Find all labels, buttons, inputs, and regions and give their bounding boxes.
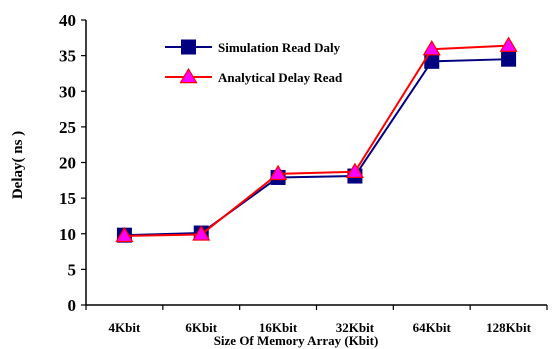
y-tick-label: 25 xyxy=(59,118,76,137)
y-tick-label: 15 xyxy=(59,189,76,208)
y-axis-title: Delay( ns ) xyxy=(10,131,26,199)
data-point-series-2 xyxy=(115,226,134,243)
data-point-series-2 xyxy=(269,164,288,181)
x-axis-title: Size Of Memory Array (Kbit) xyxy=(214,333,379,348)
legend-label: Analytical Delay Read xyxy=(218,70,343,85)
data-point-series-1 xyxy=(501,51,517,67)
x-tick-label: 32Kbit xyxy=(336,320,375,335)
legend-marker xyxy=(179,67,198,84)
data-point-series-2 xyxy=(499,36,518,52)
plot-area: 0 5 10 15 20 25 30 35 40 4Kbit 6Kbit 16Kbit 32Kbit 64… xyxy=(59,11,548,335)
legend-marker xyxy=(181,39,196,55)
data-point-series-2 xyxy=(192,225,211,241)
legend-label: Simulation Read Daly xyxy=(218,40,341,55)
y-tick-label: 35 xyxy=(59,47,76,66)
x-tick-label: 64Kbit xyxy=(413,320,452,335)
x-tick-label: 128Kbit xyxy=(486,320,531,335)
y-tick-label: 30 xyxy=(59,82,76,101)
x-tick-label: 6Kbit xyxy=(185,320,217,335)
data-point-series-2 xyxy=(422,40,441,56)
series-line-1 xyxy=(124,58,509,237)
x-tick-label: 16Kbit xyxy=(259,320,298,335)
data-point-series-2 xyxy=(345,162,364,178)
y-tick-label: 40 xyxy=(59,11,76,30)
y-tick-label: 0 xyxy=(68,296,77,315)
series-line-2 xyxy=(124,44,509,237)
y-tick-label: 20 xyxy=(59,154,76,173)
x-tick-label: 4Kbit xyxy=(109,320,141,335)
y-tick-label: 5 xyxy=(68,260,77,279)
y-tick-label: 10 xyxy=(59,225,76,244)
legend: Simulation Read Daly Analytical Delay Rea… xyxy=(165,39,343,85)
